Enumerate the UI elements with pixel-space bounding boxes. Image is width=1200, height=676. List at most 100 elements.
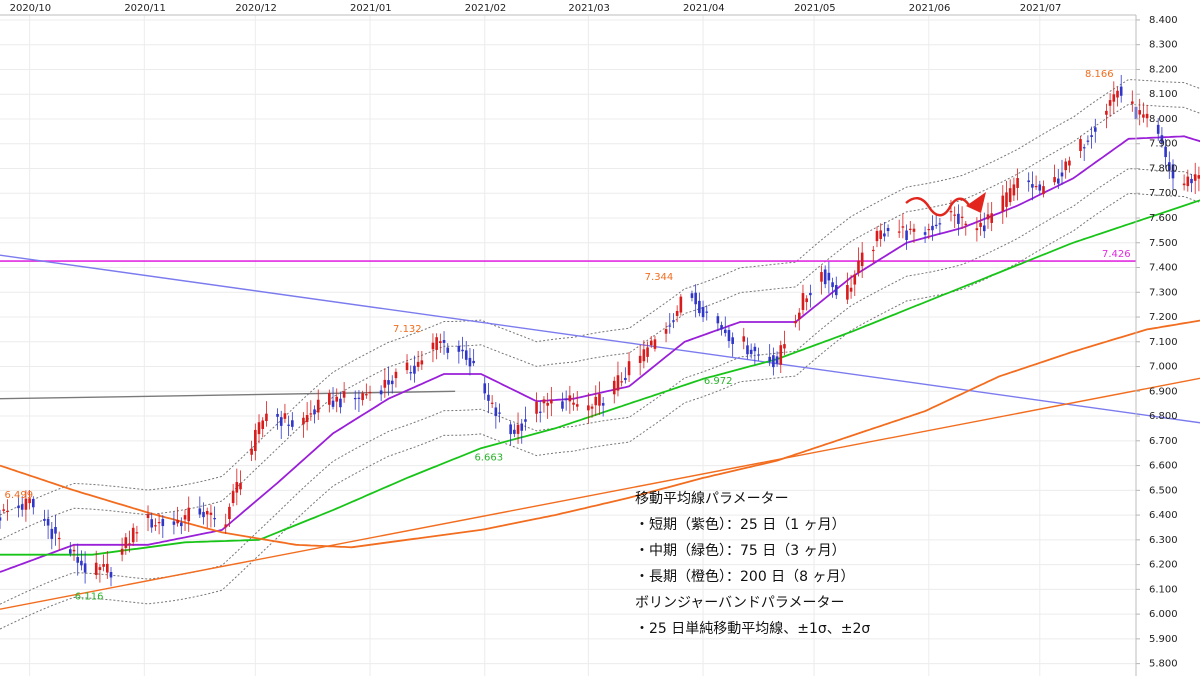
candle [1038, 180, 1042, 195]
candle-body [679, 296, 683, 313]
y-tick-label-25: 8.300 [1149, 40, 1178, 51]
candle [827, 261, 831, 294]
candle-body [1042, 186, 1045, 195]
candle [180, 517, 183, 535]
candle-body [32, 498, 35, 508]
candle [664, 322, 668, 343]
candle [0, 509, 2, 529]
candle-body [287, 424, 290, 426]
candle-body [779, 345, 783, 365]
candle [612, 376, 616, 404]
candle-body [801, 293, 805, 310]
candle [1068, 156, 1071, 173]
candle-body [757, 354, 760, 356]
label-6116: 6.116 [75, 591, 104, 602]
candle [1064, 158, 1067, 179]
candle-body [1142, 114, 1145, 118]
candle-body [209, 512, 213, 515]
candle [783, 330, 786, 356]
candle [820, 265, 823, 295]
candle-body [561, 401, 564, 409]
candle-body [54, 526, 57, 534]
candle [257, 414, 261, 444]
trend-arrow-wave [905, 197, 972, 217]
candle [1193, 162, 1197, 194]
candle [649, 336, 653, 348]
candle-body [1197, 175, 1200, 179]
candle-body [875, 230, 879, 242]
candle-body [413, 365, 416, 374]
candle-body [202, 511, 205, 518]
candle [768, 344, 771, 366]
y-tick-label-17: 7.500 [1149, 238, 1178, 249]
candle-body [612, 380, 616, 395]
candle-body [616, 375, 620, 391]
candle [365, 383, 368, 399]
candle [239, 470, 242, 496]
candle [982, 212, 986, 239]
y-tick-label-0: 5.800 [1149, 659, 1178, 670]
candle [172, 511, 176, 535]
candle [387, 366, 390, 396]
candle-body [690, 293, 694, 298]
candle-body [546, 402, 549, 406]
candle [849, 274, 853, 299]
candle-body [50, 528, 54, 539]
candle-body [279, 417, 283, 426]
candle [720, 321, 723, 336]
candle [853, 270, 857, 296]
candle-body [205, 511, 209, 515]
candle-body [224, 524, 228, 528]
candle [1112, 81, 1116, 114]
candle [979, 213, 982, 236]
candle-body [1001, 195, 1005, 212]
candle-body [1105, 110, 1108, 115]
candle-body [516, 424, 520, 434]
candle-body [228, 506, 231, 520]
candle-body [601, 403, 605, 406]
candle-body [383, 379, 387, 388]
notes-line-mid: ・中期（緑色）：75 日（3 ヶ月） [635, 542, 846, 559]
annotations-group: 7.4266.1166.4996.6636.9727.1327.3447.470… [5, 69, 1131, 602]
candle-body [283, 413, 287, 419]
candle [1042, 180, 1045, 198]
candle-body [457, 345, 461, 352]
candle [727, 326, 731, 348]
candle [846, 272, 849, 305]
candle [494, 402, 498, 429]
blue-trend-line [0, 254, 1200, 424]
candle-body [43, 518, 46, 521]
label-7344: 7.344 [645, 272, 674, 283]
candle-body [860, 252, 864, 267]
candle-body [291, 420, 294, 427]
candle-body [809, 292, 812, 296]
candle-body [831, 282, 834, 288]
candle-body [17, 505, 20, 509]
candle [309, 400, 313, 421]
candle-body [128, 543, 131, 545]
candle [975, 217, 979, 242]
candle [1001, 185, 1005, 224]
candle-body [986, 214, 990, 220]
candle-body [923, 232, 927, 235]
candle [254, 423, 257, 461]
candle-body [513, 429, 516, 434]
candle-body [1116, 90, 1119, 98]
candle [938, 218, 942, 235]
candle-body [183, 515, 187, 520]
candle [205, 507, 209, 528]
candle-body [1119, 86, 1123, 96]
candle [383, 368, 387, 398]
candle-body [331, 400, 335, 407]
candle-body [339, 398, 342, 408]
candle-body [1005, 192, 1008, 207]
candle-body [250, 448, 253, 455]
candle-body [353, 397, 357, 400]
candle-body [498, 412, 501, 414]
candle [6, 499, 9, 521]
candle [50, 521, 54, 550]
candle [590, 403, 594, 418]
candle [509, 421, 512, 446]
candle-body [150, 519, 154, 528]
